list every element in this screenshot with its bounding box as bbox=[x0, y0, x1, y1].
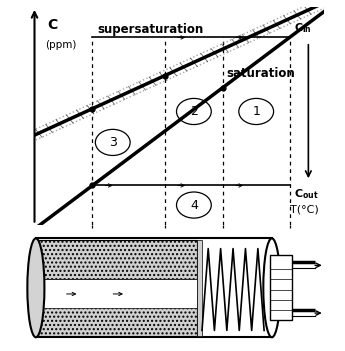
Ellipse shape bbox=[27, 238, 45, 337]
Text: $\mathbf{T_{sat}}$: $\mathbf{T_{sat}}$ bbox=[212, 240, 234, 254]
Text: 4: 4 bbox=[190, 199, 198, 212]
Text: C: C bbox=[48, 18, 58, 32]
Text: T(°C): T(°C) bbox=[290, 205, 318, 215]
Text: (ppm): (ppm) bbox=[45, 40, 76, 49]
Bar bbox=[36, 279, 197, 308]
Text: supersaturation: supersaturation bbox=[97, 23, 204, 36]
Ellipse shape bbox=[263, 238, 280, 337]
Bar bbox=[36, 296, 197, 336]
Text: $\mathbf{T_c}$: $\mathbf{T_c}$ bbox=[158, 240, 171, 254]
Bar bbox=[36, 238, 272, 337]
Text: 2: 2 bbox=[190, 105, 198, 118]
Text: $\mathbf{T_{Ct}}$: $\mathbf{T_{Ct}}$ bbox=[83, 240, 101, 254]
Bar bbox=[36, 240, 197, 279]
Text: 3: 3 bbox=[109, 136, 117, 149]
FancyBboxPatch shape bbox=[270, 256, 292, 320]
Bar bbox=[197, 240, 202, 336]
Text: 1: 1 bbox=[252, 105, 260, 118]
Text: $\mathbf{C_{out}}$: $\mathbf{C_{out}}$ bbox=[294, 188, 318, 201]
Text: saturation: saturation bbox=[226, 67, 295, 80]
Text: $\mathbf{C_{in}}$: $\mathbf{C_{in}}$ bbox=[294, 21, 312, 35]
